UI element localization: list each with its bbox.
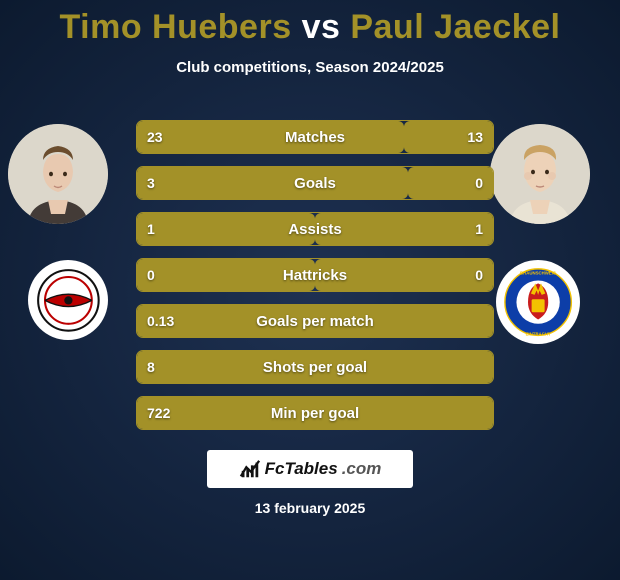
brand-badge: FcTables.com (207, 450, 413, 488)
stat-row: 11Assists (136, 212, 494, 246)
brand-chart-icon (239, 458, 261, 480)
comparison-title: Timo Huebers vs Paul Jaeckel (0, 8, 620, 47)
stat-row: 2313Matches (136, 120, 494, 154)
stat-fill-right (408, 167, 493, 199)
stat-fill-right (404, 121, 493, 153)
stat-fill-left (137, 305, 493, 337)
stat-fill-right (315, 213, 493, 245)
player2-portrait (490, 124, 590, 224)
stat-row: 00Hattricks (136, 258, 494, 292)
stat-fill-left (137, 351, 493, 383)
date-text: 13 february 2025 (0, 500, 620, 516)
brand-suffix: .com (342, 459, 382, 479)
stat-row: 30Goals (136, 166, 494, 200)
player1-club-crest (28, 260, 108, 340)
title-vs: vs (302, 8, 341, 46)
stat-row: 722Min per goal (136, 396, 494, 430)
player1-portrait (8, 124, 108, 224)
subtitle: Club competitions, Season 2024/2025 (0, 59, 620, 76)
svg-text:EINTRACHT: EINTRACHT (525, 331, 550, 336)
stat-fill-right (315, 259, 493, 291)
player2-name: Paul Jaeckel (350, 8, 560, 46)
stat-fill-left (137, 259, 315, 291)
player1-name: Timo Huebers (60, 8, 292, 46)
svg-text:BRAUNSCHWEIG: BRAUNSCHWEIG (520, 271, 557, 276)
stat-fill-left (137, 167, 408, 199)
stat-fill-left (137, 397, 493, 429)
player2-club-crest: BRAUNSCHWEIG EINTRACHT (496, 260, 580, 344)
stat-bars: 2313Matches 30Goals 11Assists 00Hattricks 0.… (136, 120, 494, 442)
stat-fill-left (137, 213, 315, 245)
brand-name: FcTables (265, 459, 338, 479)
stat-fill-left (137, 121, 404, 153)
stat-row: 8Shots per goal (136, 350, 494, 384)
stat-row: 0.13Goals per match (136, 304, 494, 338)
